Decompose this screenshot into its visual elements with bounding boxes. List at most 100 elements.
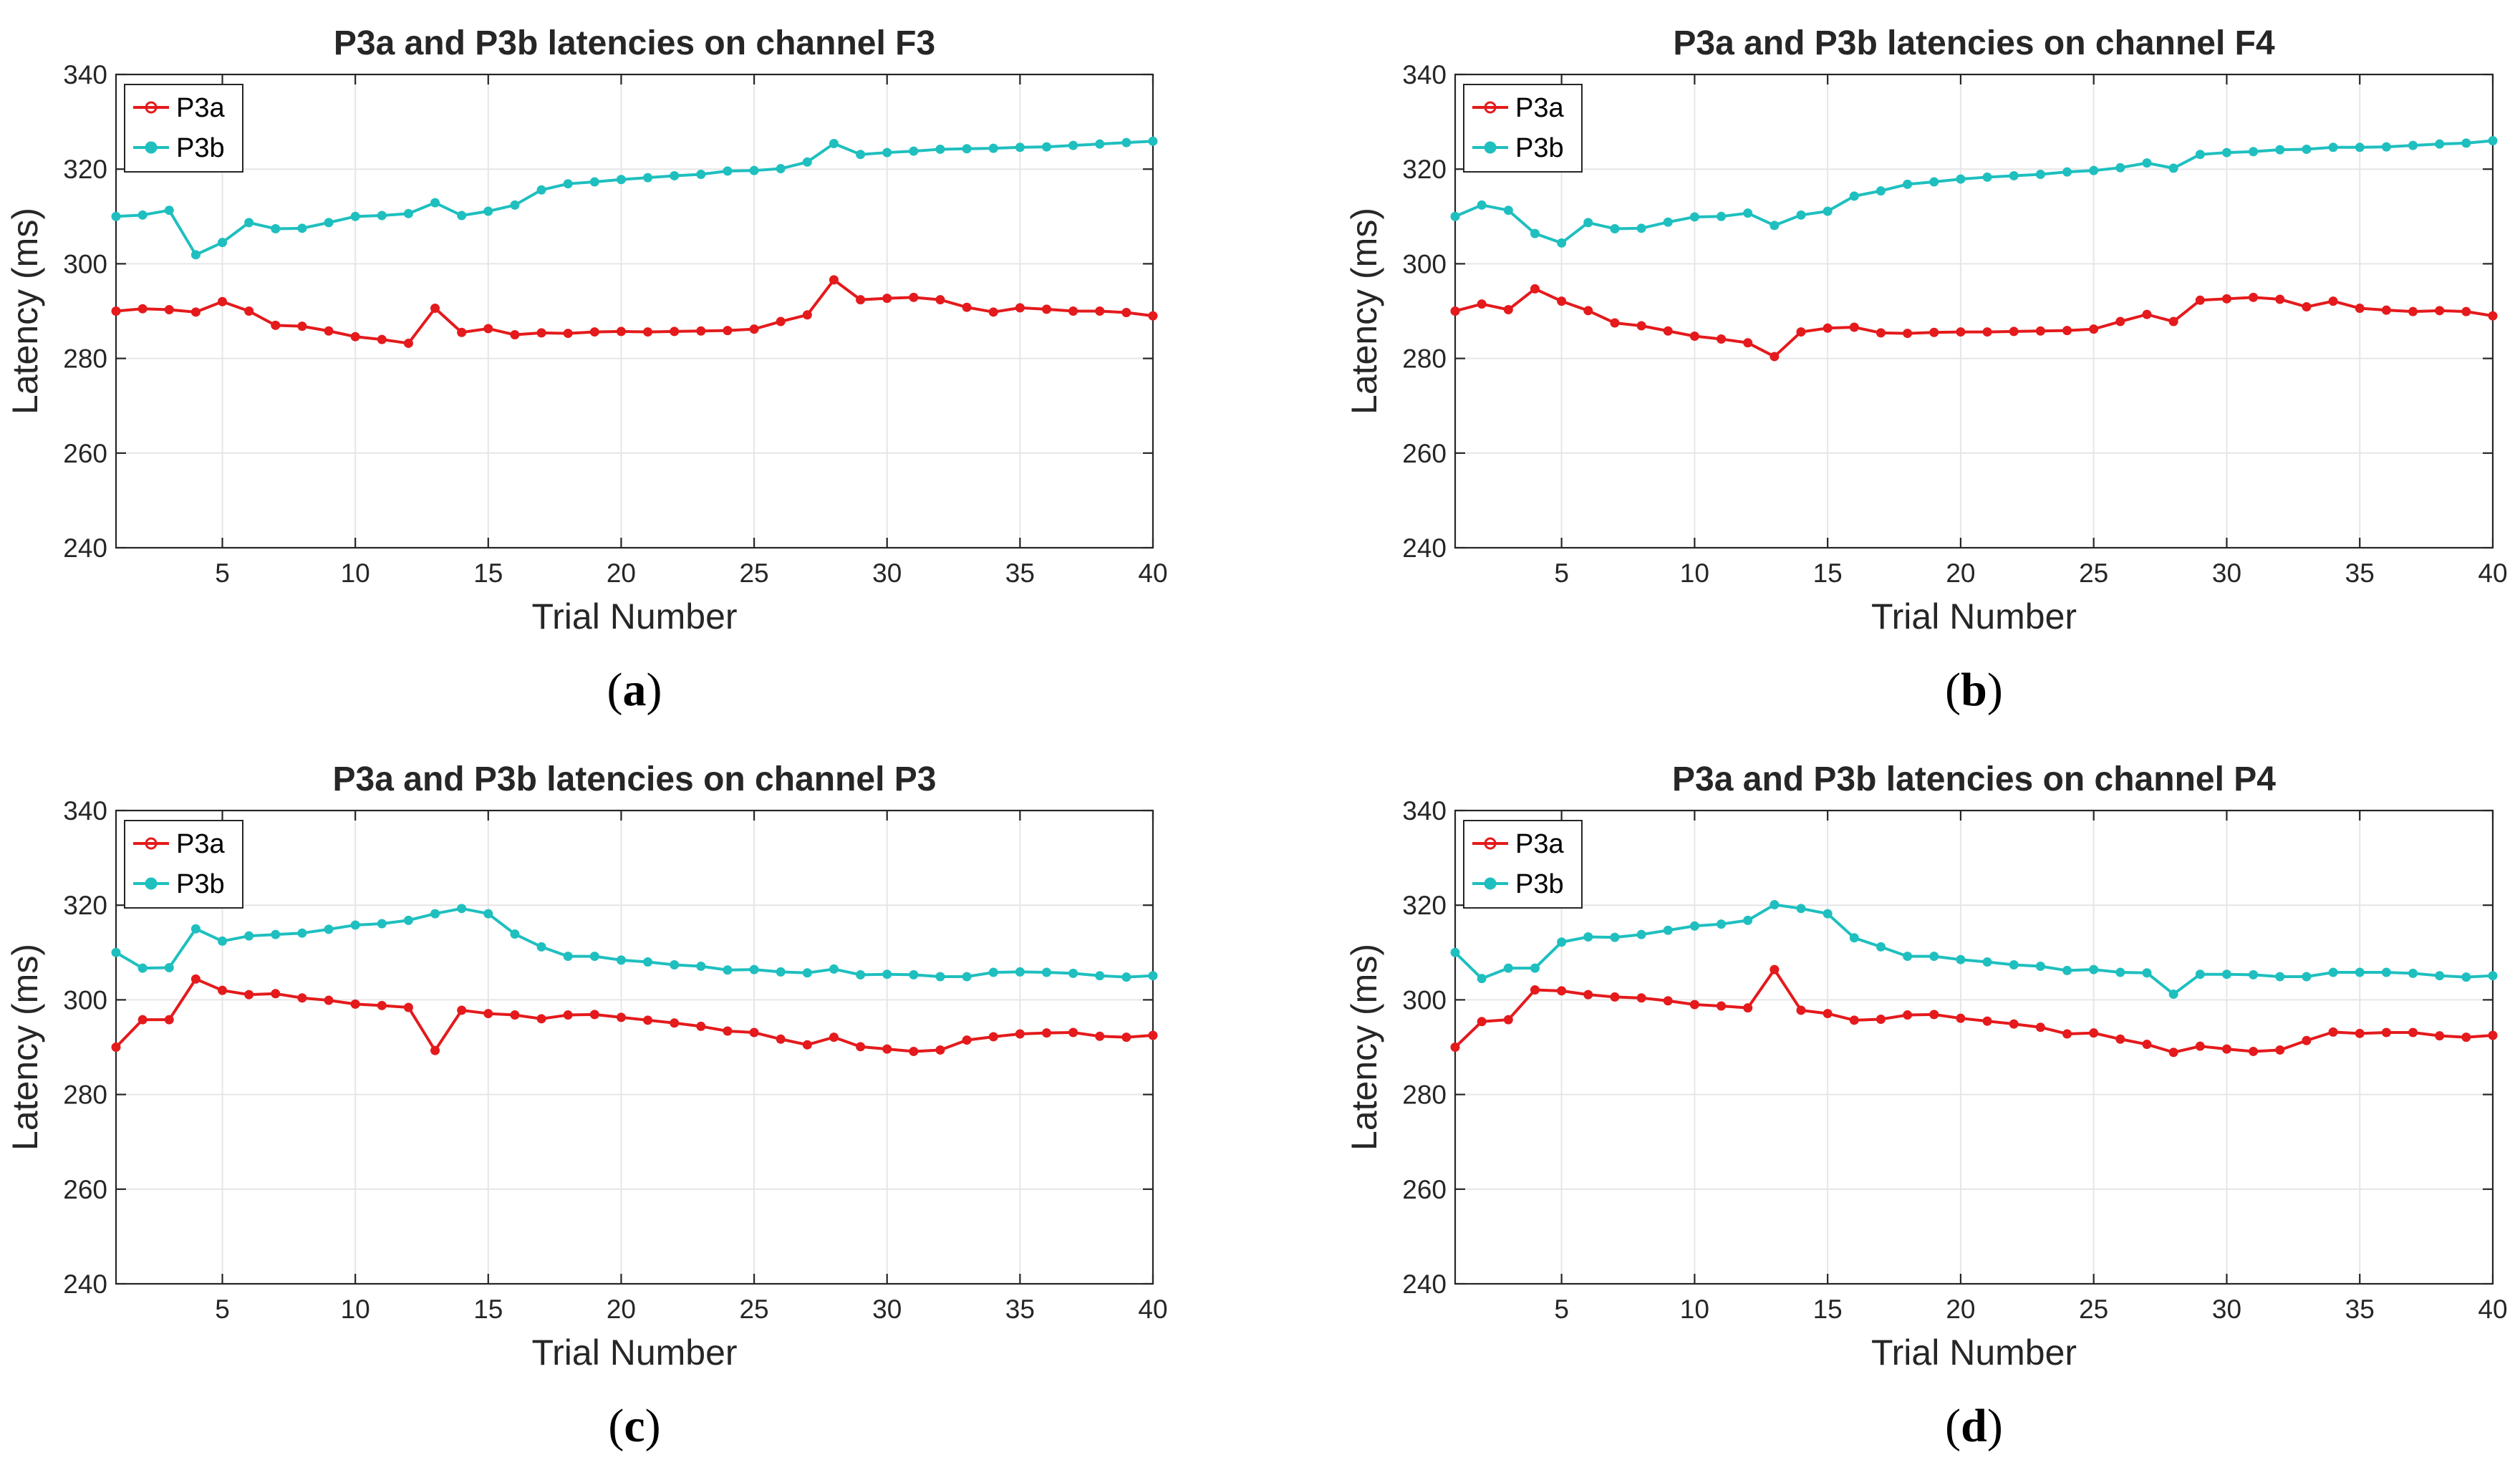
data-point-p3a	[2302, 302, 2312, 312]
legend-marker-p3b	[1484, 877, 1497, 890]
x-tick-label: 5	[1554, 1295, 1569, 1324]
x-tick-label: 15	[473, 1295, 503, 1324]
data-point-p3a	[2249, 1046, 2259, 1056]
data-point-p3b	[670, 170, 680, 180]
data-point-p3b	[988, 143, 998, 153]
data-point-p3a	[749, 324, 759, 334]
data-point-p3b	[2062, 167, 2072, 177]
data-point-p3a	[909, 1046, 919, 1056]
chart-panel-b: 5 10 15 20 25 30 35 40 240 260 280 300 320 340 P3a and…	[1344, 24, 2508, 716]
data-point-p3a	[2408, 306, 2418, 316]
data-point-p3a	[1743, 1003, 1753, 1013]
data-point-p3b	[377, 919, 387, 929]
data-point-p3a	[2062, 1029, 2072, 1039]
x-tick-label: 20	[1946, 558, 1975, 588]
data-point-p3a	[643, 327, 653, 337]
data-point-p3b	[962, 144, 972, 154]
y-tick-label: 260	[1402, 1175, 1447, 1204]
legend-label-p3b: P3b	[1515, 133, 1564, 163]
chart-title: P3a and P3b latencies on channel F4	[1673, 24, 2275, 62]
data-point-p3b	[1663, 217, 1673, 227]
data-point-p3b	[2302, 144, 2312, 154]
data-point-p3b	[1770, 221, 1780, 231]
data-point-p3b	[2461, 972, 2471, 982]
data-point-p3a	[829, 275, 839, 285]
data-point-p3a	[589, 327, 599, 337]
data-point-p3b	[2408, 968, 2418, 978]
data-point-p3a	[723, 1026, 733, 1036]
data-point-p3a	[1849, 1015, 1859, 1025]
data-point-p3b	[2435, 139, 2445, 149]
legend-box	[1463, 84, 1583, 173]
data-point-p3a	[749, 1027, 759, 1038]
legend-label-p3a: P3a	[1515, 829, 1564, 859]
data-point-p3b	[723, 965, 733, 975]
data-point-p3b	[882, 969, 892, 980]
data-point-p3b	[749, 964, 759, 974]
data-point-p3a	[2221, 1044, 2231, 1054]
data-point-p3a	[1823, 1009, 1833, 1019]
data-point-p3b	[483, 206, 493, 216]
data-point-p3a	[2035, 326, 2045, 336]
data-point-p3a	[935, 295, 945, 305]
y-tick-label: 340	[1402, 60, 1447, 90]
data-point-p3a	[909, 292, 919, 302]
y-tick-label: 340	[1402, 796, 1447, 826]
data-point-p3b	[1689, 921, 1699, 931]
data-point-p3a	[1583, 306, 1593, 316]
y-tick-label: 260	[1402, 439, 1447, 468]
data-point-p3a	[2381, 305, 2391, 315]
data-point-p3b	[2221, 147, 2231, 158]
legend-label-p3b: P3b	[1515, 869, 1564, 899]
data-point-p3b	[1610, 932, 1620, 942]
x-axis-label: Trial Number	[531, 1333, 737, 1373]
data-point-p3b	[164, 962, 174, 972]
legend-label-p3a: P3a	[1515, 93, 1564, 123]
data-point-p3a	[1903, 1010, 1913, 1020]
data-point-p3a	[164, 305, 174, 315]
x-tick-label: 30	[2212, 1295, 2241, 1324]
data-point-p3a	[1610, 992, 1620, 1002]
data-point-p3b	[1717, 211, 1727, 221]
data-point-p3a	[1068, 306, 1078, 316]
data-point-p3a	[1557, 296, 1567, 306]
chart-title: P3a and P3b latencies on channel P3	[333, 760, 937, 798]
data-point-p3a	[1636, 321, 1646, 331]
data-point-p3a	[1689, 332, 1699, 342]
data-point-p3a	[1477, 1017, 1487, 1027]
chart-panel-c: 5 10 15 20 25 30 35 40 240 260 280 300 320 340 P3a and…	[5, 760, 1168, 1452]
data-point-p3a	[2142, 309, 2152, 319]
data-point-p3a	[1875, 328, 1886, 338]
x-tick-label: 15	[1813, 558, 1843, 588]
data-point-p3a	[1121, 307, 1131, 317]
data-point-p3b	[1849, 191, 1859, 201]
data-point-p3b	[935, 144, 945, 154]
y-axis-label: Latency (ms)	[1344, 944, 1384, 1151]
data-point-p3a	[1583, 990, 1593, 1000]
data-point-p3b	[723, 166, 733, 176]
data-point-p3b	[403, 915, 413, 925]
data-point-p3a	[1503, 1015, 1513, 1025]
legend-label-p3b: P3b	[176, 869, 225, 899]
data-point-p3a	[1770, 352, 1780, 362]
data-point-p3b	[2035, 961, 2045, 971]
legend-box	[124, 820, 243, 909]
data-point-p3b	[856, 150, 866, 160]
data-point-p3b	[2009, 170, 2019, 180]
data-point-p3a	[802, 1040, 812, 1050]
data-point-p3b	[1823, 206, 1833, 216]
x-tick-label: 30	[872, 1295, 902, 1324]
data-point-p3b	[1503, 205, 1513, 216]
data-point-p3b	[749, 165, 759, 175]
data-point-p3a	[483, 324, 493, 334]
data-point-p3b	[510, 200, 520, 210]
data-point-p3b	[2115, 163, 2125, 173]
data-point-p3b	[1095, 139, 1105, 149]
data-point-p3b	[2142, 968, 2152, 978]
data-point-p3a	[271, 320, 281, 330]
data-point-p3a	[1148, 311, 1158, 321]
data-point-p3b	[1903, 952, 1913, 962]
data-point-p3b	[935, 972, 945, 982]
chart-panel-a: 5 10 15 20 25 30 35 40 240 260 280 300 320 340 P3a and…	[5, 24, 1168, 716]
